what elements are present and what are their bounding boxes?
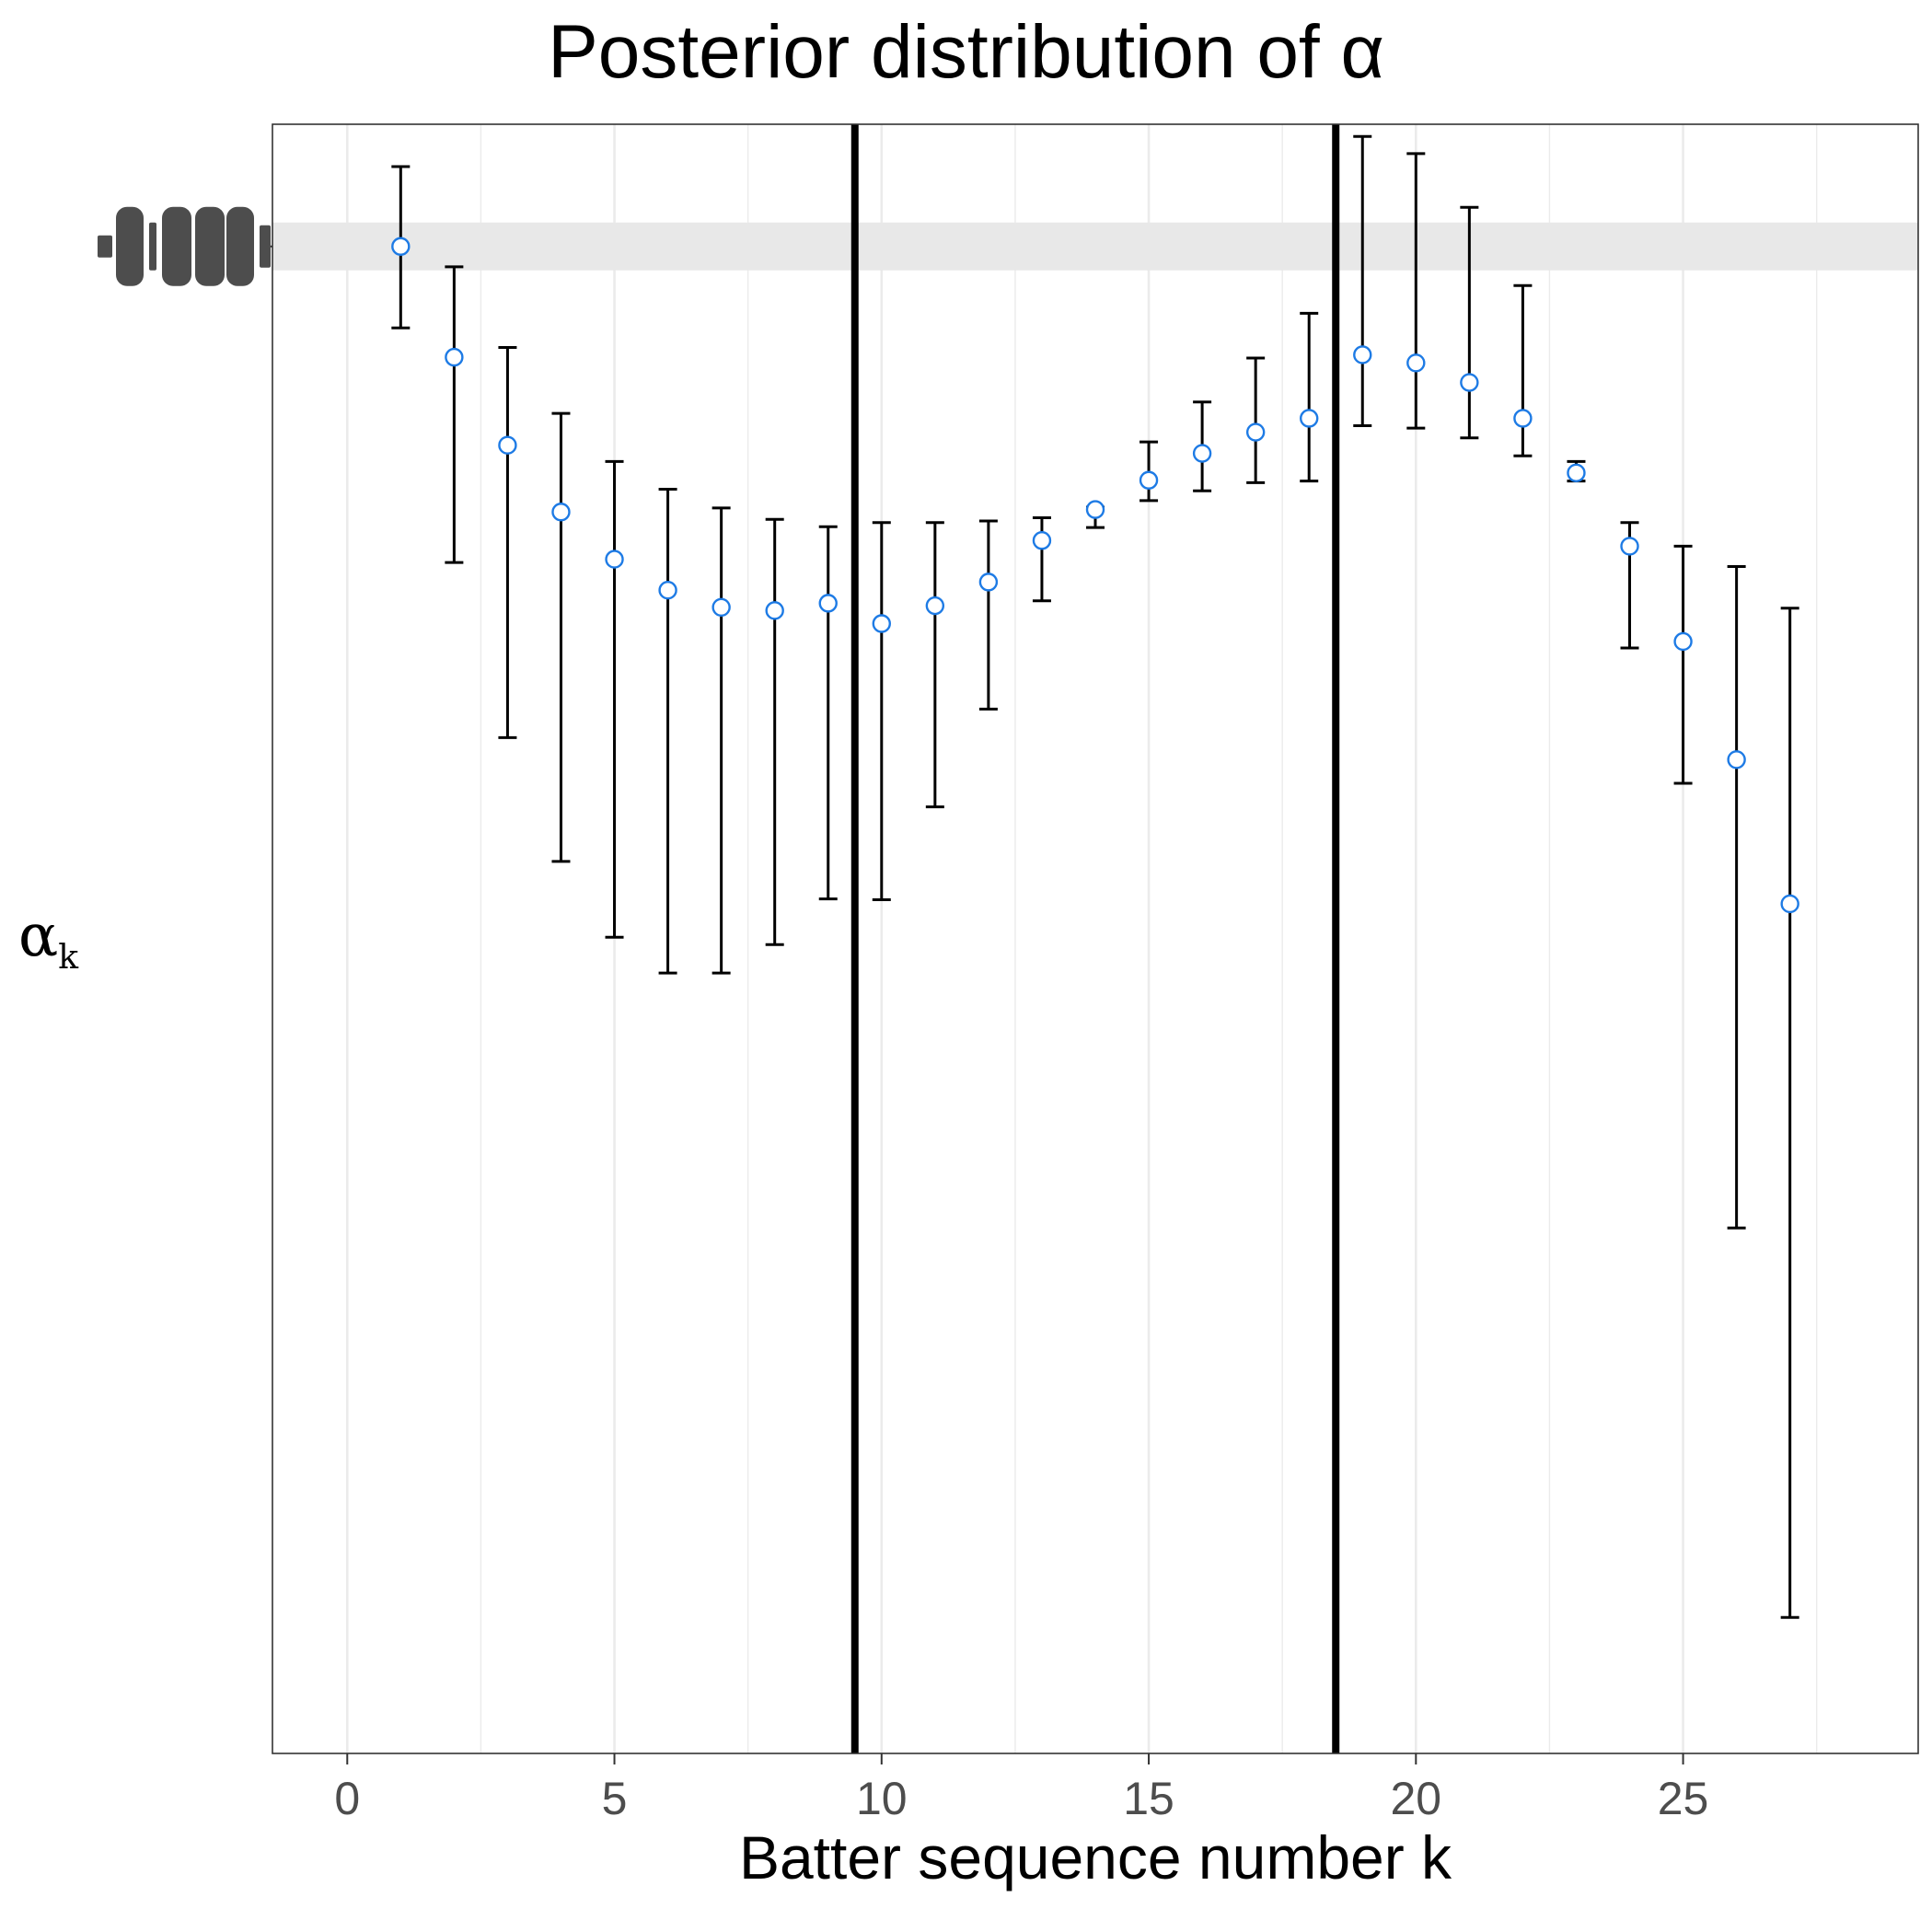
vertical-lines-layer — [850, 124, 1340, 1753]
grid-layer — [345, 124, 1818, 1753]
y-tick-label-overlap — [98, 235, 112, 258]
chart-title: Posterior distribution of α — [548, 10, 1384, 94]
y-tick-label-overlap — [149, 222, 156, 271]
data-point — [658, 581, 677, 600]
data-point — [1727, 750, 1746, 769]
data-point — [925, 596, 945, 616]
x-tick-label: 20 — [1390, 1773, 1441, 1824]
y-axis-label: αk — [18, 902, 83, 994]
data-point — [872, 614, 891, 633]
data-point — [1780, 894, 1799, 914]
data-point — [1673, 631, 1693, 652]
data-point — [551, 503, 571, 522]
data-point — [818, 594, 838, 613]
x-tick-label: 10 — [856, 1773, 908, 1824]
data-point — [1245, 422, 1266, 442]
data-point — [978, 573, 999, 592]
x-tick-label: 5 — [602, 1773, 628, 1824]
highlight-band — [272, 222, 1918, 271]
y-tick-label-overlap — [116, 206, 144, 286]
y-tick-label-overlap — [195, 206, 225, 286]
data-point — [1353, 345, 1372, 364]
tick-layer: 0 5 10 15 20 25 — [334, 1753, 1708, 1824]
y-tick-label-overlap — [162, 206, 191, 286]
y-tick-label-overlap — [260, 225, 271, 268]
data-point — [605, 550, 624, 569]
data-point — [1300, 409, 1319, 428]
x-tick-label: 15 — [1123, 1773, 1174, 1824]
y-tick-label-overlap — [226, 206, 254, 286]
data-point — [498, 435, 517, 455]
y-axis-label-subscript: k — [58, 939, 79, 977]
data-point — [1513, 409, 1533, 428]
point-layer — [391, 237, 1799, 914]
data-point — [1567, 463, 1586, 482]
data-point — [765, 601, 784, 620]
errorbar-layer — [391, 134, 1799, 1619]
highlight-band-layer — [272, 222, 1918, 271]
data-point — [445, 347, 464, 367]
y-axis-label-main: α — [18, 902, 59, 970]
data-point — [1620, 537, 1639, 556]
x-tick-label: 0 — [334, 1773, 360, 1824]
panel-border — [272, 123, 1919, 1754]
data-point — [711, 597, 731, 618]
data-point — [1460, 373, 1479, 392]
x-tick-label: 25 — [1658, 1773, 1709, 1824]
data-point — [1192, 444, 1212, 463]
data-point — [391, 237, 411, 256]
data-point — [1032, 531, 1052, 550]
data-point — [1139, 470, 1159, 490]
y-tick-layer — [98, 206, 272, 286]
x-axis-label: Batter sequence number k — [738, 1823, 1452, 1892]
data-point — [1406, 353, 1426, 373]
data-point — [1085, 500, 1105, 519]
